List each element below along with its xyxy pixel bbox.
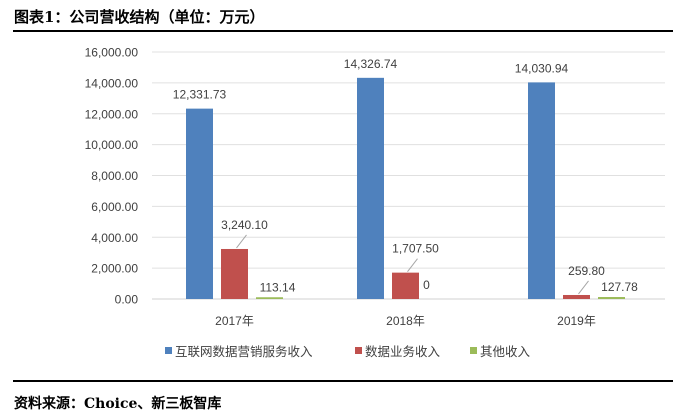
legend-swatch: [470, 347, 477, 354]
x-tick-label: 2017年: [215, 314, 254, 328]
bar-1: [357, 77, 384, 299]
x-tick-label: 2019年: [557, 314, 596, 328]
leader-line: [407, 258, 418, 272]
data-label: 0: [423, 278, 430, 292]
y-tick-label: 0.00: [115, 293, 139, 307]
data-label: 3,240.10: [221, 218, 268, 232]
y-tick-label: 12,000.00: [85, 107, 139, 121]
y-tick-label: 6,000.00: [91, 200, 138, 214]
data-label: 113.14: [260, 280, 296, 294]
legend-label: 数据业务收入: [365, 344, 441, 359]
y-tick-label: 14,000.00: [85, 76, 139, 90]
y-tick-label: 4,000.00: [91, 231, 138, 245]
y-tick-label: 16,000.00: [85, 46, 139, 60]
legend-swatch: [355, 347, 362, 354]
leader-line: [236, 234, 247, 249]
bottom-rule: [13, 380, 673, 382]
y-tick-label: 8,000.00: [91, 169, 138, 183]
top-rule: [13, 30, 673, 32]
leader-line: [578, 280, 589, 295]
bar-2: [221, 248, 248, 299]
data-label: 1,707.50: [392, 242, 439, 256]
data-label: 14,030.94: [515, 61, 569, 75]
bar-1: [528, 82, 555, 299]
legend-label: 其他收入: [480, 345, 531, 359]
legend-label: 互联网数据营销服务收入: [175, 344, 313, 359]
source-note: 资料来源：Choice、新三板智库: [14, 396, 222, 412]
y-tick-label: 2,000.00: [91, 262, 138, 276]
bar-2: [392, 272, 419, 299]
figure-title: 图表1：公司营收结构（单位：万元）: [14, 8, 265, 26]
legend-swatch: [165, 347, 172, 354]
y-tick-label: 10,000.00: [85, 138, 139, 152]
bar-1: [186, 108, 213, 299]
data-label: 14,326.74: [344, 57, 398, 71]
x-tick-label: 2018年: [386, 314, 425, 328]
bar-3: [256, 297, 283, 299]
data-label: 259.80: [568, 264, 605, 278]
bar-2: [563, 294, 590, 299]
data-label: 127.78: [601, 280, 638, 294]
bar-3: [598, 297, 625, 299]
data-label: 12,331.73: [173, 88, 227, 102]
